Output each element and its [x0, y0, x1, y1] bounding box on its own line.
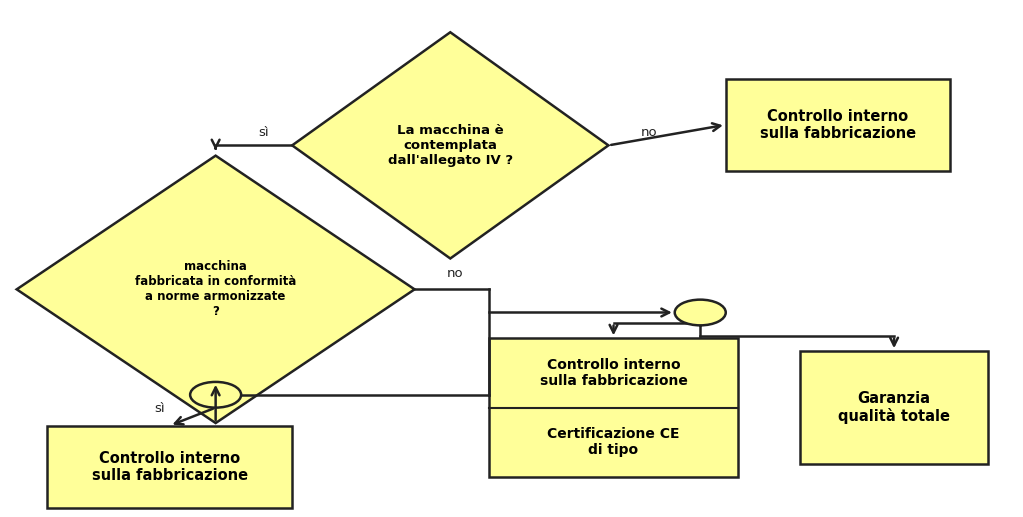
Text: Controllo interno
sulla fabbricazione: Controllo interno sulla fabbricazione	[539, 358, 687, 388]
FancyBboxPatch shape	[800, 351, 988, 464]
FancyBboxPatch shape	[725, 79, 950, 171]
Text: sì: sì	[154, 402, 165, 416]
Text: Garanzia
qualità totale: Garanzia qualità totale	[838, 391, 950, 424]
Polygon shape	[16, 156, 414, 423]
Polygon shape	[293, 32, 609, 258]
Text: Certificazione CE
di tipo: Certificazione CE di tipo	[547, 427, 679, 458]
Text: no: no	[641, 126, 658, 139]
Text: sì: sì	[259, 126, 269, 139]
FancyBboxPatch shape	[47, 425, 293, 508]
Text: macchina
fabbricata in conformità
a norme armonizzate
?: macchina fabbricata in conformità a norm…	[135, 261, 297, 318]
Text: no: no	[447, 267, 463, 280]
Circle shape	[675, 300, 725, 325]
Circle shape	[190, 382, 241, 407]
Text: Controllo interno
sulla fabbricazione: Controllo interno sulla fabbricazione	[760, 109, 916, 141]
FancyBboxPatch shape	[489, 338, 739, 477]
Text: Controllo interno
sulla fabbricazione: Controllo interno sulla fabbricazione	[92, 450, 248, 483]
Text: La macchina è
contemplata
dall'allegato IV ?: La macchina è contemplata dall'allegato …	[388, 124, 513, 167]
